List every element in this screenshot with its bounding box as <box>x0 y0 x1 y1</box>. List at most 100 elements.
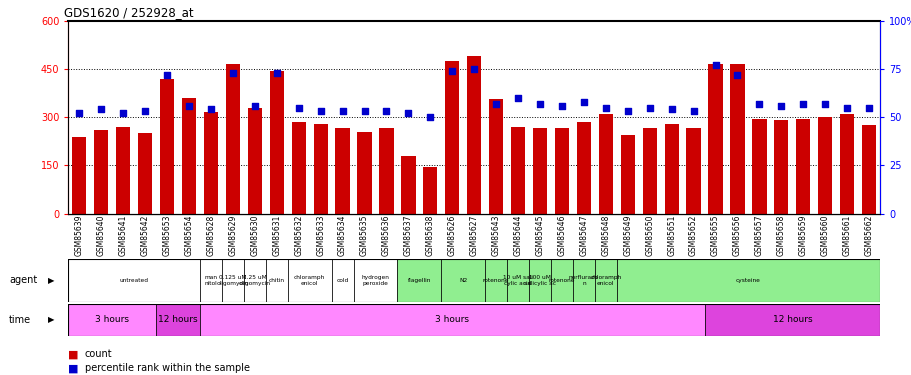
Text: 3 hours: 3 hours <box>95 315 129 324</box>
Bar <box>445 61 459 214</box>
Point <box>510 95 525 101</box>
Point <box>270 70 284 76</box>
Bar <box>599 114 612 214</box>
Point <box>203 106 218 112</box>
Point <box>730 72 744 78</box>
Text: GSM85631: GSM85631 <box>272 214 281 256</box>
Bar <box>572 259 594 302</box>
Text: GSM85644: GSM85644 <box>513 214 522 256</box>
Point <box>773 103 788 109</box>
Text: cysteine: cysteine <box>735 278 760 283</box>
Text: GSM85635: GSM85635 <box>360 214 369 256</box>
Bar <box>270 70 283 214</box>
Bar <box>642 129 656 214</box>
Point <box>686 108 701 114</box>
Point <box>116 110 130 116</box>
Text: 10 uM sali
cylic acid: 10 uM sali cylic acid <box>503 275 533 285</box>
Text: GSM85655: GSM85655 <box>711 214 720 256</box>
Text: GSM85653: GSM85653 <box>162 214 171 256</box>
Text: GSM85639: GSM85639 <box>75 214 84 256</box>
Text: GSM85637: GSM85637 <box>404 214 413 256</box>
Text: 12 hours: 12 hours <box>159 315 198 324</box>
Point <box>247 103 261 109</box>
Text: GSM85630: GSM85630 <box>251 214 259 256</box>
Text: rotenone: rotenone <box>548 278 575 283</box>
Point <box>576 99 590 105</box>
Bar <box>839 114 854 214</box>
Bar <box>423 167 437 214</box>
Bar <box>861 125 875 214</box>
Point <box>159 72 174 78</box>
Text: GSM85626: GSM85626 <box>447 214 456 256</box>
Bar <box>485 259 507 302</box>
Bar <box>620 135 634 214</box>
Bar <box>379 129 394 214</box>
Text: 12 hours: 12 hours <box>772 315 812 324</box>
Text: count: count <box>85 350 112 359</box>
Bar <box>532 129 547 214</box>
Text: GSM85661: GSM85661 <box>842 214 851 256</box>
Text: GSM85640: GSM85640 <box>97 214 106 256</box>
Text: ■: ■ <box>68 350 79 359</box>
Bar <box>181 98 196 214</box>
Text: GDS1620 / 252928_at: GDS1620 / 252928_at <box>65 6 194 20</box>
Point <box>663 106 678 112</box>
Text: GSM85627: GSM85627 <box>469 214 478 256</box>
Point <box>839 105 854 111</box>
Text: GSM85649: GSM85649 <box>622 214 631 256</box>
Bar <box>138 133 152 214</box>
Point <box>335 108 350 114</box>
Text: GSM85654: GSM85654 <box>184 214 193 256</box>
Bar <box>248 108 261 214</box>
Text: GSM85634: GSM85634 <box>338 214 347 256</box>
Text: GSM85652: GSM85652 <box>689 214 697 256</box>
Bar <box>72 136 87 214</box>
Bar <box>200 259 221 302</box>
Text: ▶: ▶ <box>48 315 55 324</box>
Bar <box>507 259 528 302</box>
Bar <box>594 259 616 302</box>
Point <box>72 110 87 116</box>
Text: GSM85629: GSM85629 <box>228 214 237 256</box>
Bar <box>265 259 288 302</box>
Text: GSM85633: GSM85633 <box>316 214 325 256</box>
Point <box>708 62 722 68</box>
Point <box>423 114 437 120</box>
Bar <box>292 122 305 214</box>
Bar <box>773 120 788 214</box>
Text: flagellin: flagellin <box>407 278 431 283</box>
Text: GSM85642: GSM85642 <box>140 214 149 256</box>
Point <box>225 70 240 76</box>
Text: GSM85636: GSM85636 <box>382 214 391 256</box>
Point <box>181 103 196 109</box>
Bar <box>708 64 722 214</box>
Bar <box>752 119 766 214</box>
Bar <box>466 56 481 214</box>
Bar <box>156 304 200 336</box>
Text: ■: ■ <box>68 363 79 373</box>
Bar <box>353 259 397 302</box>
Text: GSM85646: GSM85646 <box>557 214 566 256</box>
Point <box>554 103 568 109</box>
Text: untreated: untreated <box>119 278 148 283</box>
Point <box>817 100 832 106</box>
Text: GSM85632: GSM85632 <box>294 214 303 256</box>
Bar <box>159 79 174 214</box>
Bar <box>510 127 525 214</box>
Point <box>619 108 634 114</box>
Text: GSM85658: GSM85658 <box>776 214 785 256</box>
Bar <box>550 259 572 302</box>
Bar <box>528 259 550 302</box>
Text: chloramph
enicol: chloramph enicol <box>589 275 620 285</box>
Bar <box>817 117 832 214</box>
Text: GSM85662: GSM85662 <box>864 214 873 256</box>
Bar <box>68 259 200 302</box>
Text: ▶: ▶ <box>48 276 55 285</box>
Text: GSM85645: GSM85645 <box>535 214 544 256</box>
Bar <box>730 64 743 214</box>
Point <box>401 110 415 116</box>
Text: 1.25 uM
oligomycin: 1.25 uM oligomycin <box>239 275 271 285</box>
Point <box>379 108 394 114</box>
Text: chitin: chitin <box>269 278 284 283</box>
Point <box>598 105 612 111</box>
